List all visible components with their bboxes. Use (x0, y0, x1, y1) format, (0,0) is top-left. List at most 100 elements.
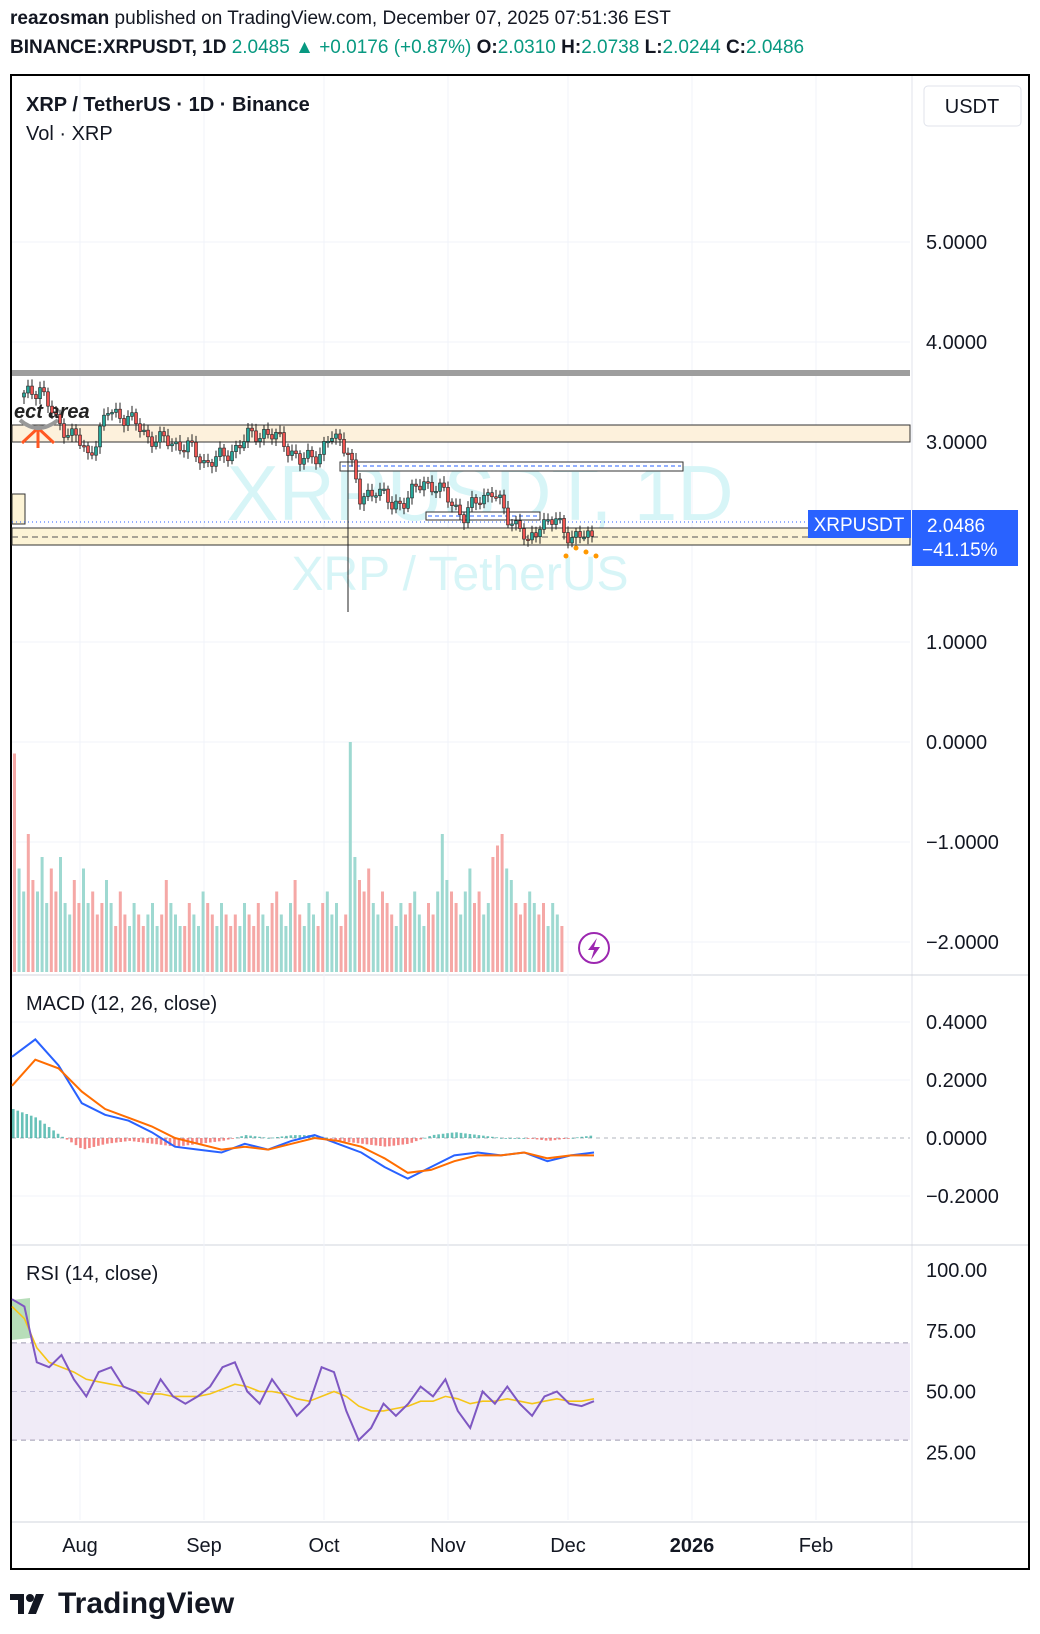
candle-body (174, 441, 178, 445)
candle-body (98, 425, 102, 448)
candle-body (586, 530, 590, 538)
low-value: 2.0244 (662, 37, 721, 58)
macd-histogram-bar (43, 1123, 46, 1138)
macd-histogram-bar (208, 1138, 212, 1143)
candle-body (474, 497, 478, 504)
volume-bar (408, 903, 412, 972)
candle-body (354, 459, 358, 480)
candle-body (510, 523, 514, 526)
candle-body (330, 437, 334, 442)
currency-button-label[interactable]: USDT (945, 96, 999, 118)
candle-body (118, 408, 122, 419)
volume-bar (298, 914, 302, 972)
volume-bar (463, 891, 467, 972)
volume-bar (270, 903, 274, 972)
macd-histogram-bar (365, 1138, 369, 1145)
publish-line: reazosman published on TradingView.com, … (10, 8, 671, 30)
resistance-line[interactable] (12, 370, 910, 376)
volume-bar (197, 926, 200, 972)
volume-bar (243, 903, 246, 972)
candle-body (374, 495, 378, 498)
volume-bar (353, 857, 357, 972)
macd-histogram-bar (356, 1138, 360, 1144)
macd-histogram-bar (141, 1138, 145, 1143)
candle-body (226, 455, 230, 462)
price-tick-label: −2.0000 (926, 932, 999, 954)
volume-bar (459, 914, 463, 972)
volume-bar (132, 903, 136, 972)
volume-bar (256, 903, 260, 972)
candle-body (146, 429, 150, 438)
currency-button[interactable] (923, 85, 1022, 127)
author-name[interactable]: reazosman (10, 8, 110, 29)
volume-bar (261, 914, 265, 972)
macd-histogram-bar (97, 1138, 100, 1146)
macd-histogram-bar (114, 1138, 118, 1143)
macd-histogram-bar (379, 1138, 382, 1147)
macd-histogram-bar (285, 1135, 288, 1138)
macd-histogram-bar (132, 1138, 136, 1142)
candle-body (58, 414, 62, 424)
macd-histogram-bar (226, 1138, 230, 1140)
macd-histogram-bar (25, 1114, 29, 1138)
macd-histogram-bar (29, 1115, 33, 1138)
candle-body (554, 518, 558, 525)
macd-legend[interactable]: MACD (12, 26, close) (26, 993, 217, 1015)
candle-body (550, 519, 554, 525)
high-value: 2.0738 (581, 37, 640, 58)
macd-histogram-bar (280, 1136, 284, 1138)
volume-bar (330, 914, 334, 972)
left-zone-stub[interactable] (11, 493, 26, 525)
candle-body (206, 460, 210, 463)
macd-histogram (12, 1109, 593, 1150)
macd-axis-labels: 0.4000 0.2000 0.0000 −0.2000 (926, 1012, 999, 1208)
candle-body (78, 434, 82, 446)
volume-bar (59, 857, 62, 972)
candle-body (274, 432, 278, 440)
volume-bar (413, 891, 417, 972)
macd-line[interactable] (11, 1038, 595, 1180)
macd-histogram-bar (34, 1117, 37, 1138)
rsi-line[interactable] (11, 1298, 595, 1442)
macd-signal-line[interactable] (11, 1058, 594, 1174)
volume-bar (68, 914, 72, 972)
macd-histogram-bar (334, 1138, 337, 1141)
volume-bar (95, 914, 99, 972)
macd-histogram-bar (338, 1138, 342, 1142)
macd-histogram-bar (553, 1138, 557, 1141)
volume-bar (252, 926, 256, 972)
macd-histogram-bar (450, 1132, 454, 1138)
macd-histogram-bar (244, 1135, 248, 1138)
volume-bar (238, 926, 242, 972)
candle-body (266, 429, 270, 435)
tradingview-brand[interactable]: TradingView (10, 1587, 234, 1621)
projection-dots (563, 545, 599, 559)
lower-range-box[interactable] (425, 511, 541, 521)
rsi-legend[interactable]: RSI (14, close) (26, 1263, 158, 1285)
candle-body (394, 500, 398, 510)
price-axis-labels: 5.0000 4.0000 3.0000 1.0000 0.0000 −1.0000 −2.… (926, 232, 999, 954)
volume-bar (45, 903, 49, 972)
candle-body (102, 414, 106, 427)
volume-bar (13, 753, 16, 972)
candle-body (426, 481, 430, 484)
time-tick-label: Aug (62, 1535, 98, 1557)
candle-body (242, 441, 246, 449)
macd-histogram-bar (249, 1135, 252, 1138)
volume-bar (394, 926, 398, 972)
volume-bar (192, 914, 196, 972)
macd-histogram-bar (562, 1138, 566, 1140)
volume-bar (187, 903, 191, 972)
main-legend-title[interactable]: XRP / TetherUS · 1D · Binance (26, 94, 310, 116)
supply-zone[interactable] (11, 424, 911, 443)
macd-histogram-bar (52, 1130, 55, 1138)
candlestick-series[interactable] (22, 379, 594, 612)
rsi-axis-labels: 100.00 75.00 50.00 25.00 (926, 1260, 987, 1464)
volume-bar (551, 903, 555, 972)
candle-body (82, 445, 86, 448)
macd-histogram-bar (61, 1136, 64, 1138)
volume-bar (417, 914, 421, 972)
candle-body (546, 519, 550, 522)
volume-legend[interactable]: Vol · XRP (26, 123, 113, 145)
